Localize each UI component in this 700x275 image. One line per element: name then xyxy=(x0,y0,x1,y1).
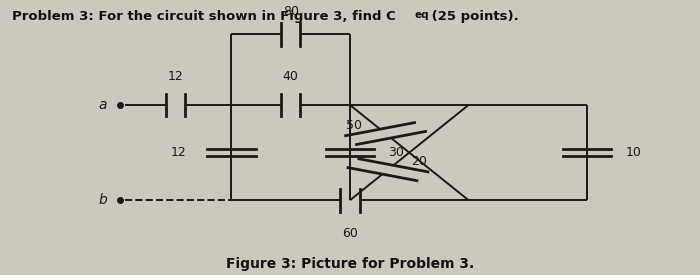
Text: 12: 12 xyxy=(170,146,186,159)
Text: Figure 3: Picture for Problem 3.: Figure 3: Picture for Problem 3. xyxy=(226,257,474,271)
Text: 50: 50 xyxy=(346,119,362,132)
Text: eq: eq xyxy=(414,10,429,20)
Text: 60: 60 xyxy=(342,227,358,240)
Text: b: b xyxy=(99,193,107,207)
Text: 40: 40 xyxy=(283,70,299,83)
Text: 80: 80 xyxy=(283,5,299,18)
Text: 20: 20 xyxy=(412,155,427,168)
Text: (25 points).: (25 points). xyxy=(427,10,519,23)
Text: Problem 3: For the circuit shown in Figure 3, find C: Problem 3: For the circuit shown in Figu… xyxy=(12,10,395,23)
Text: 30: 30 xyxy=(389,146,404,159)
Text: 10: 10 xyxy=(625,146,641,159)
Text: a: a xyxy=(99,98,107,112)
Text: 12: 12 xyxy=(168,70,183,83)
